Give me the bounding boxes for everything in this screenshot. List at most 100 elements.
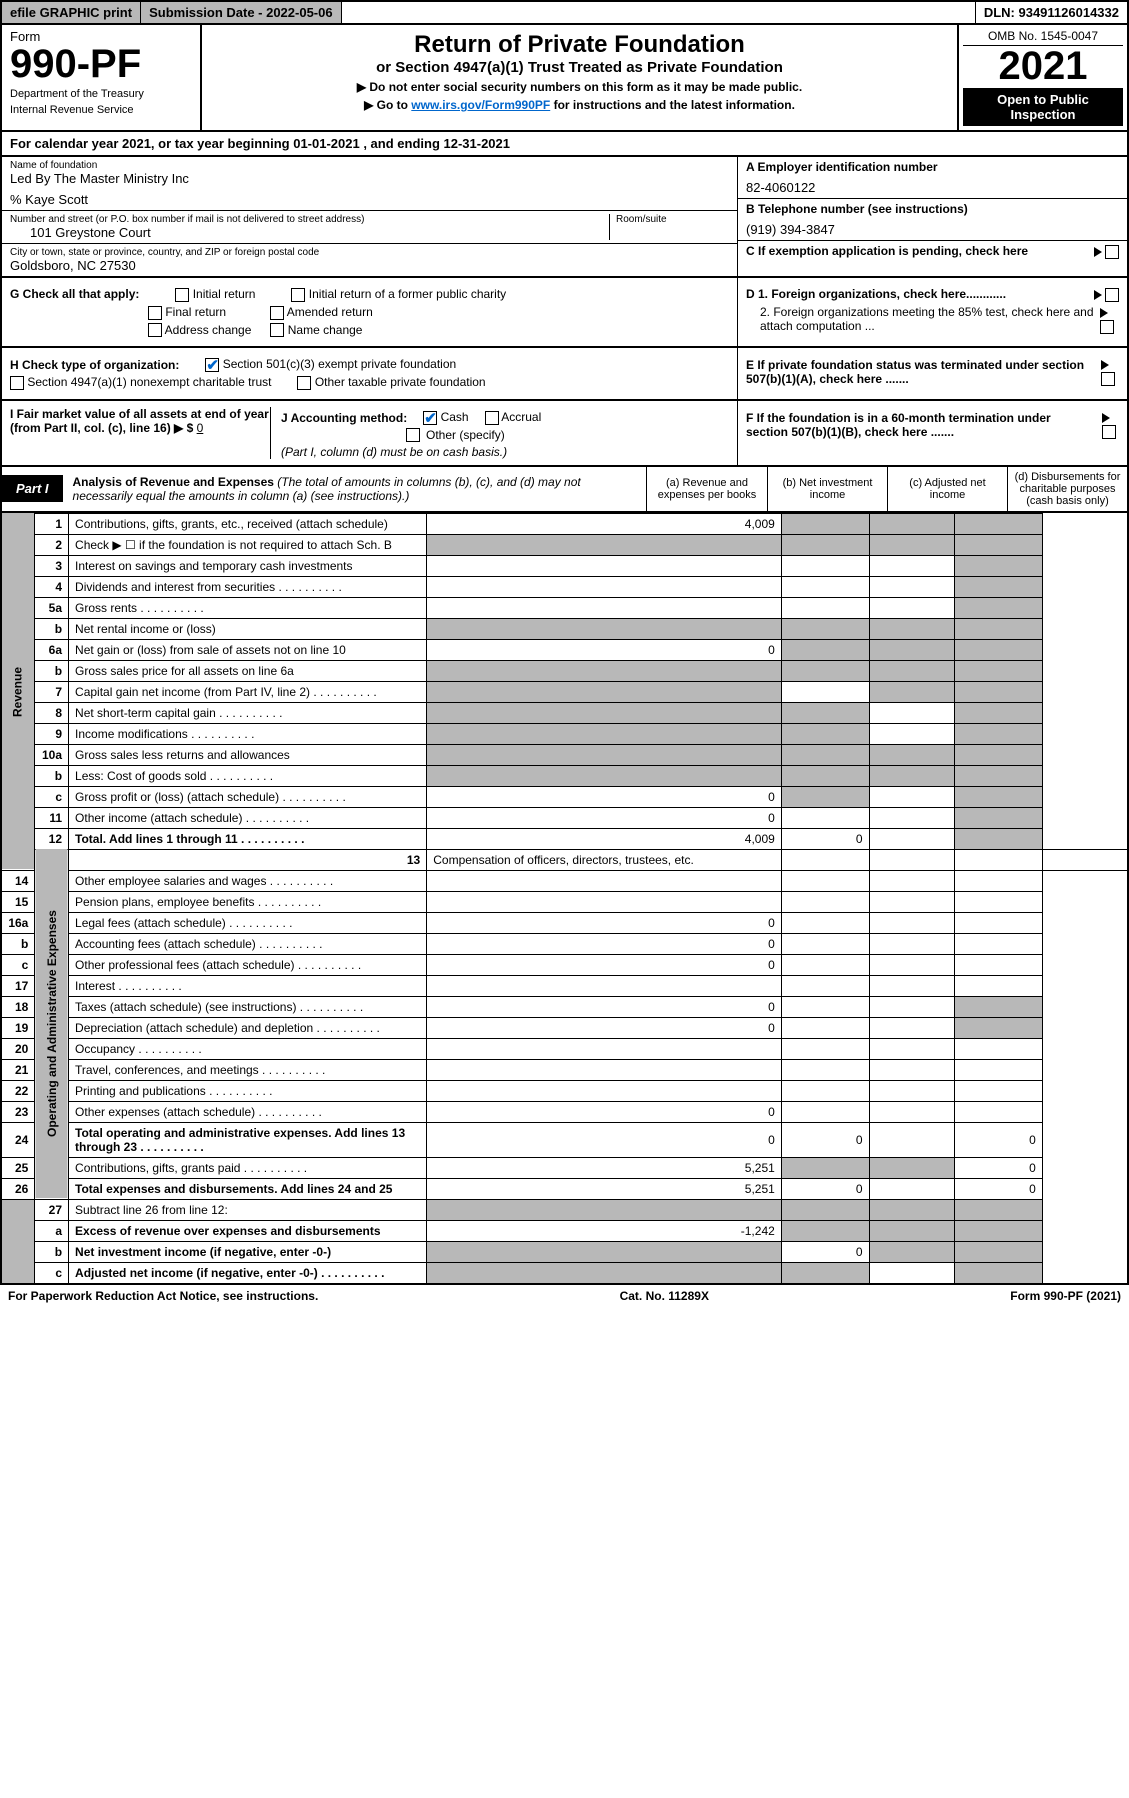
ck-initial[interactable] [175,288,189,302]
tax-year: 2021 [963,46,1123,86]
ck-d2[interactable] [1100,320,1114,334]
spacer [342,2,976,23]
col-d: (d) Disbursements for charitable purpose… [1007,467,1127,511]
efile-print[interactable]: efile GRAPHIC print [2,2,141,23]
submission-date: Submission Date - 2022-05-06 [141,2,342,23]
form-dept: Department of the Treasury [10,88,192,100]
addr-row: Number and street (or P.O. box number if… [2,211,737,244]
table-row: 19Depreciation (attach schedule) and dep… [1,1017,1128,1038]
ck-initial-public[interactable] [291,288,305,302]
ck-f[interactable] [1102,425,1116,439]
table-row: 23Other expenses (attach schedule)0 [1,1101,1128,1122]
arrow-icon [1100,308,1108,318]
table-row: 12Total. Add lines 1 through 114,0090 [1,828,1128,849]
entity-info: Name of foundation Led By The Master Min… [0,157,1129,278]
ck-address[interactable] [148,323,162,337]
table-row: 16aLegal fees (attach schedule)0 [1,912,1128,933]
table-row: 8Net short-term capital gain [1,702,1128,723]
table-row: cOther professional fees (attach schedul… [1,954,1128,975]
table-row: Operating and Administrative Expenses 13… [1,849,1128,870]
table-row: bNet rental income or (loss) [1,618,1128,639]
table-row: 14Other employee salaries and wages [1,870,1128,891]
open-inspection: Open to Public Inspection [963,88,1123,126]
form-title: Return of Private Foundation [222,31,937,59]
col-c: (c) Adjusted net income [887,467,1007,511]
form-header: Form 990-PF Department of the Treasury I… [0,25,1129,132]
name-row: Name of foundation Led By The Master Min… [2,157,737,211]
footer-left: For Paperwork Reduction Act Notice, see … [8,1289,318,1303]
col-b: (b) Net investment income [767,467,887,511]
table-row: 5aGross rents [1,597,1128,618]
ck-cash[interactable] [423,411,437,425]
table-row: cGross profit or (loss) (attach schedule… [1,786,1128,807]
phone-row: B Telephone number (see instructions) (9… [738,199,1127,241]
footer-mid: Cat. No. 11289X [620,1289,709,1303]
footer: For Paperwork Reduction Act Notice, see … [0,1285,1129,1307]
table-row: 25Contributions, gifts, grants paid5,251… [1,1157,1128,1178]
ck-accrual[interactable] [485,411,499,425]
table-row: 11Other income (attach schedule)0 [1,807,1128,828]
calendar-year: For calendar year 2021, or tax year begi… [0,132,1129,157]
form-number: 990-PF [10,44,192,84]
table-row: bLess: Cost of goods sold [1,765,1128,786]
ck-other-tax[interactable] [297,376,311,390]
arrow-icon [1094,290,1102,300]
table-row: 4Dividends and interest from securities [1,576,1128,597]
table-row: 2Check ▶ ☐ if the foundation is not requ… [1,534,1128,555]
ck-other-method[interactable] [406,428,420,442]
table-row: aExcess of revenue over expenses and dis… [1,1220,1128,1241]
checks-h-row: H Check type of organization: Section 50… [0,348,1129,401]
city-row: City or town, state or province, country… [2,244,737,276]
form-irs: Internal Revenue Service [10,104,192,116]
table-row: bAccounting fees (attach schedule)0 [1,933,1128,954]
table-row: 24Total operating and administrative exp… [1,1122,1128,1157]
ck-name[interactable] [270,323,284,337]
part1-header: Part I Analysis of Revenue and Expenses … [0,467,1129,513]
ck-final[interactable] [148,306,162,320]
col-a: (a) Revenue and expenses per books [647,467,767,511]
table-row: 10aGross sales less returns and allowanc… [1,744,1128,765]
form-left: Form 990-PF Department of the Treasury I… [2,25,202,130]
table-row: 17Interest [1,975,1128,996]
checks-ij-row: I Fair market value of all assets at end… [0,401,1129,467]
form-right: OMB No. 1545-0047 2021 Open to Public In… [957,25,1127,130]
ck-e[interactable] [1101,372,1115,386]
table-row: bNet investment income (if negative, ent… [1,1241,1128,1262]
part1-label: Part I [2,475,63,502]
checkbox-c[interactable] [1105,245,1119,259]
table-row: 26Total expenses and disbursements. Add … [1,1178,1128,1199]
ck-501c3[interactable] [205,358,219,372]
table-row: 3Interest on savings and temporary cash … [1,555,1128,576]
table-row: 15Pension plans, employee benefits [1,891,1128,912]
ein-row: A Employer identification number 82-4060… [738,157,1127,199]
table-row: 18Taxes (attach schedule) (see instructi… [1,996,1128,1017]
table-row: 21Travel, conferences, and meetings [1,1059,1128,1080]
arrow-icon [1102,413,1110,423]
efile-bar: efile GRAPHIC print Submission Date - 20… [0,0,1129,25]
table-row: bGross sales price for all assets on lin… [1,660,1128,681]
irs-link[interactable]: www.irs.gov/Form990PF [411,98,550,112]
form-instruct1: ▶ Do not enter social security numbers o… [222,80,937,94]
part1-table: Revenue 1Contributions, gifts, grants, e… [0,513,1129,1285]
dln: DLN: 93491126014332 [976,2,1127,23]
arrow-icon [1094,247,1102,257]
pending-row: C If exemption application is pending, c… [738,241,1127,262]
ck-amended[interactable] [270,306,284,320]
table-row: 20Occupancy [1,1038,1128,1059]
arrow-icon [1101,360,1109,370]
checks-g-row: G Check all that apply: Initial return I… [0,278,1129,348]
table-row: 7Capital gain net income (from Part IV, … [1,681,1128,702]
part1-title: Analysis of Revenue and Expenses (The to… [63,469,646,509]
ck-4947[interactable] [10,376,24,390]
table-row: 6aNet gain or (loss) from sale of assets… [1,639,1128,660]
table-row: 27Subtract line 26 from line 12: [1,1199,1128,1220]
table-row: Revenue 1Contributions, gifts, grants, e… [1,513,1128,534]
footer-right: Form 990-PF (2021) [1010,1289,1121,1303]
ck-d1[interactable] [1105,288,1119,302]
form-instruct2: ▶ Go to www.irs.gov/Form990PF for instru… [222,98,937,112]
form-mid: Return of Private Foundation or Section … [202,25,957,130]
table-row: 22Printing and publications [1,1080,1128,1101]
table-row: 9Income modifications [1,723,1128,744]
table-row: cAdjusted net income (if negative, enter… [1,1262,1128,1284]
expenses-label: Operating and Administrative Expenses [35,849,69,1199]
